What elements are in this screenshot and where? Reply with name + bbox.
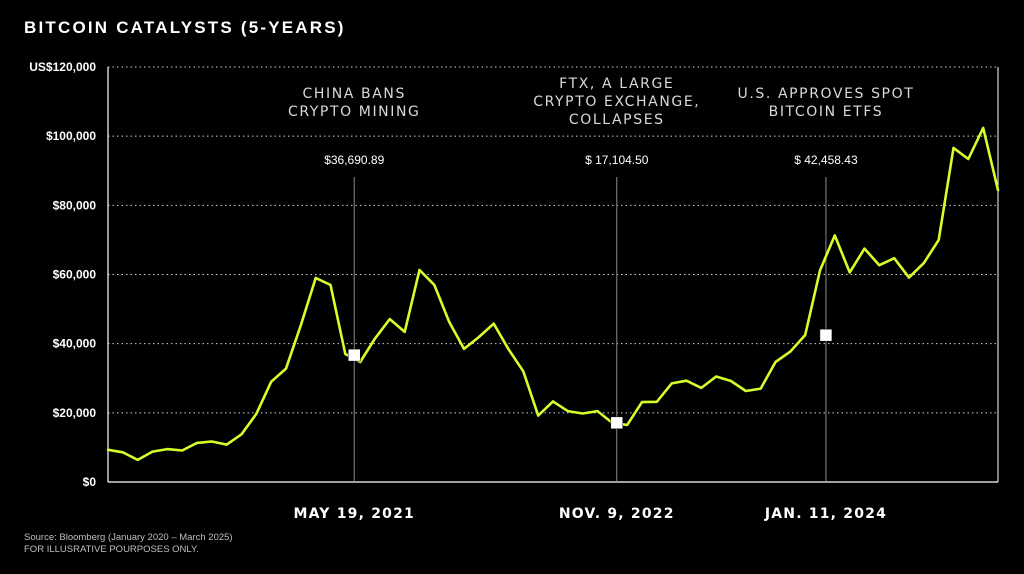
event-price-label: $36,690.89	[324, 153, 384, 167]
event-point-marker	[347, 348, 361, 362]
event-date-label: JAN. 11, 2024	[764, 506, 887, 522]
event-points	[347, 328, 833, 430]
disclaimer-line: FOR ILLUSRATIVE POURPOSES ONLY.	[24, 544, 199, 555]
source-note: Source: Bloomberg (January 2020 – March …	[24, 532, 233, 556]
event-date-label: MAY 19, 2021	[293, 506, 414, 522]
y-tick-label: $60,000	[53, 268, 97, 282]
price-series	[106, 126, 1000, 462]
event-label: CRYPTO EXCHANGE,	[533, 94, 700, 110]
event-label: FTX, A LARGE	[559, 76, 674, 92]
event-label: COLLAPSES	[569, 112, 665, 128]
event-label: U.S. APPROVES SPOT	[737, 86, 914, 102]
event-point-marker	[610, 416, 624, 430]
y-axis: US$120,000 $100,000 $80,000 $60,000 $40,000 $…	[29, 60, 999, 489]
y-tick-label: $80,000	[53, 198, 97, 212]
y-tick-label: $0	[83, 475, 97, 489]
event-price-label: $ 17,104.50	[585, 153, 649, 167]
price-line	[106, 126, 1000, 462]
event-price-label: $ 42,458.43	[794, 153, 858, 167]
y-tick-label: $20,000	[53, 406, 97, 420]
source-line: Source: Bloomberg (January 2020 – March …	[24, 532, 233, 543]
event-point-marker	[819, 328, 833, 342]
event-label: CRYPTO MINING	[288, 104, 421, 120]
event-label: CHINA BANS	[302, 86, 405, 102]
event-date-label: NOV. 9, 2022	[559, 506, 675, 522]
y-tick-label: $40,000	[53, 337, 97, 351]
event-markers: CHINA BANS CRYPTO MINING $36,690.89 MAY 19,…	[288, 76, 914, 522]
y-tick-label: $100,000	[46, 129, 96, 143]
y-tick-label: US$120,000	[29, 60, 96, 74]
event-label: BITCOIN ETFS	[769, 104, 884, 120]
chart-title: BITCOIN CATALYSTS (5-YEARS)	[24, 18, 346, 37]
